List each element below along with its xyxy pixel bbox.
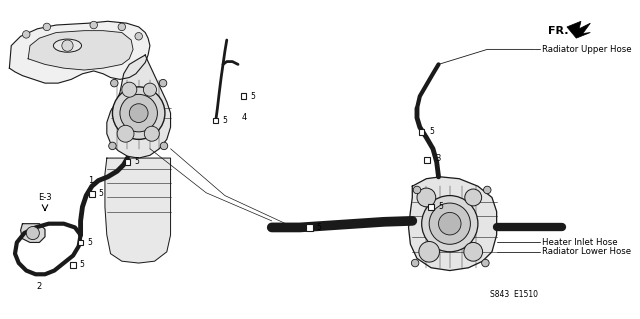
Polygon shape bbox=[408, 177, 497, 271]
Bar bbox=[78, 240, 83, 245]
Polygon shape bbox=[10, 21, 150, 83]
Polygon shape bbox=[28, 31, 133, 70]
Text: 5: 5 bbox=[438, 202, 444, 211]
Circle shape bbox=[144, 126, 159, 141]
Circle shape bbox=[62, 40, 73, 51]
Circle shape bbox=[484, 186, 491, 194]
Circle shape bbox=[122, 82, 137, 97]
Circle shape bbox=[160, 142, 168, 150]
Circle shape bbox=[113, 87, 165, 139]
Circle shape bbox=[412, 259, 419, 267]
Circle shape bbox=[22, 31, 30, 38]
Circle shape bbox=[118, 23, 125, 31]
Text: FR.: FR. bbox=[548, 26, 569, 36]
Circle shape bbox=[464, 242, 483, 261]
Text: 5: 5 bbox=[317, 223, 321, 232]
Circle shape bbox=[159, 79, 167, 87]
Bar bbox=[89, 191, 95, 197]
Bar bbox=[241, 93, 246, 99]
Polygon shape bbox=[107, 55, 170, 158]
Circle shape bbox=[90, 21, 97, 29]
Polygon shape bbox=[20, 224, 45, 242]
Bar bbox=[212, 118, 218, 123]
Bar bbox=[70, 262, 76, 268]
Text: S843  E1510: S843 E1510 bbox=[490, 290, 538, 300]
Bar bbox=[428, 204, 434, 210]
Circle shape bbox=[120, 94, 157, 132]
Circle shape bbox=[129, 104, 148, 122]
Ellipse shape bbox=[53, 39, 81, 52]
Circle shape bbox=[438, 212, 461, 235]
Bar bbox=[424, 157, 430, 163]
Text: 1: 1 bbox=[88, 176, 93, 185]
Bar bbox=[306, 224, 312, 231]
Text: 4: 4 bbox=[242, 113, 247, 122]
Circle shape bbox=[43, 23, 51, 31]
Text: Radiator Upper Hose: Radiator Upper Hose bbox=[541, 45, 631, 54]
Circle shape bbox=[413, 186, 420, 194]
Circle shape bbox=[143, 83, 157, 96]
Circle shape bbox=[419, 241, 440, 262]
Bar bbox=[419, 129, 424, 135]
Circle shape bbox=[422, 196, 478, 252]
Circle shape bbox=[482, 259, 489, 267]
Circle shape bbox=[109, 142, 116, 150]
Circle shape bbox=[465, 189, 482, 206]
Circle shape bbox=[429, 203, 470, 244]
Text: 5: 5 bbox=[134, 157, 139, 166]
Text: 5: 5 bbox=[87, 238, 92, 247]
Circle shape bbox=[26, 226, 39, 240]
Text: 3: 3 bbox=[436, 153, 441, 163]
Bar bbox=[125, 159, 131, 165]
Text: 2: 2 bbox=[36, 282, 42, 291]
Circle shape bbox=[417, 188, 436, 207]
Circle shape bbox=[111, 79, 118, 87]
Polygon shape bbox=[567, 21, 590, 38]
Text: 5: 5 bbox=[222, 116, 227, 125]
Text: 5: 5 bbox=[79, 260, 84, 270]
Text: 5: 5 bbox=[250, 92, 255, 101]
Circle shape bbox=[135, 33, 143, 40]
Text: Heater Inlet Hose: Heater Inlet Hose bbox=[541, 238, 617, 247]
Circle shape bbox=[117, 125, 134, 142]
Text: E-3: E-3 bbox=[38, 193, 52, 202]
Text: 5: 5 bbox=[99, 189, 103, 198]
Polygon shape bbox=[105, 158, 170, 263]
Text: Radiator Lower Hose: Radiator Lower Hose bbox=[541, 247, 631, 256]
Text: 5: 5 bbox=[429, 127, 434, 136]
